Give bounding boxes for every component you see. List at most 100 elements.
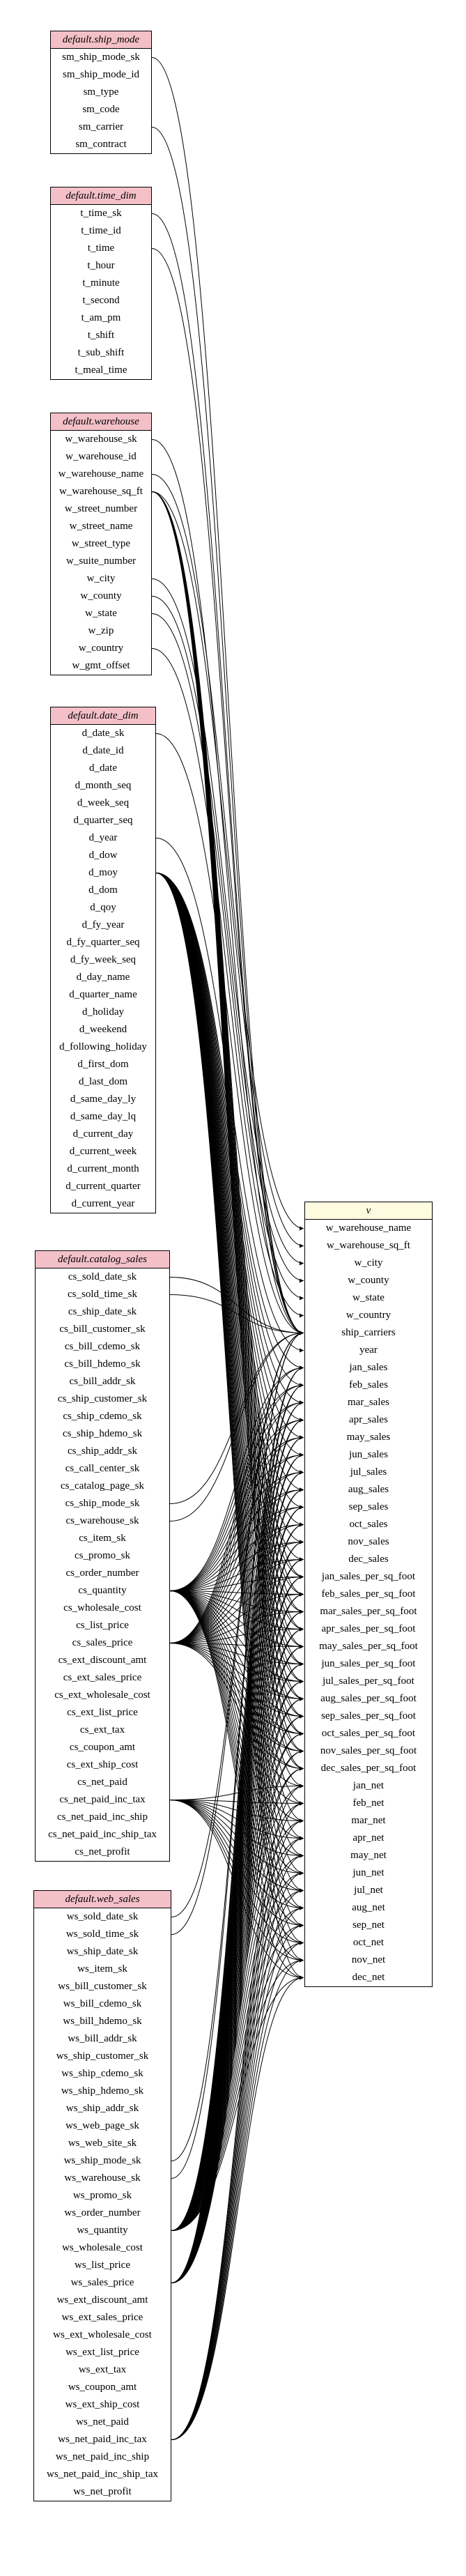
- field-jun-sales: jun_sales: [349, 1449, 388, 1460]
- lineage-edge: [171, 1662, 304, 2231]
- lineage-edge: [169, 1331, 304, 1504]
- table-title: default.date_dim: [51, 707, 155, 725]
- field-nov-net: nov_net: [351, 1954, 386, 1965]
- field-w-city: w_city: [86, 573, 116, 584]
- field-cs-net-paid-inc-ship: cs_net_paid_inc_ship: [57, 1811, 148, 1823]
- field-d-current-week: d_current_week: [69, 1146, 137, 1157]
- field-sep-sales-per-sq-foot: sep_sales_per_sq_foot: [321, 1710, 416, 1722]
- table-catalog-sales: default.catalog_sales cs_sold_date_sk cs_…: [35, 1250, 170, 1862]
- lineage-edge: [169, 1784, 304, 1800]
- field-aug-sales-per-sq-foot: aug_sales_per_sq_foot: [320, 1693, 417, 1704]
- field-may-net: may_net: [350, 1850, 387, 1861]
- lineage-edge: [171, 1331, 304, 1935]
- field-t-time: t_time: [87, 243, 115, 254]
- field-cs-call-center-sk: cs_call_center_sk: [65, 1463, 140, 1474]
- field-ws-ext-sales-price: ws_ext_sales_price: [61, 2312, 143, 2323]
- field-cs-ext-ship-cost: cs_ext_ship_cost: [66, 1759, 139, 1770]
- field-d-last-dom: d_last_dom: [79, 1076, 127, 1087]
- field-w-street-name: w_street_name: [69, 521, 133, 532]
- field-ws-ext-ship-cost: ws_ext_ship_cost: [65, 2399, 140, 2410]
- field-list: cs_sold_date_sk cs_sold_time_sk cs_ship_da…: [36, 1268, 169, 1861]
- field-w-county: w_county: [80, 590, 122, 601]
- lineage-edge: [169, 1590, 304, 1876]
- field-dec-sales: dec_sales: [348, 1554, 389, 1565]
- field-w-gmt-offset: w_gmt_offset: [72, 660, 130, 671]
- field-feb-sales: feb_sales: [349, 1379, 388, 1390]
- field-ws-ship-customer-sk: ws_ship_customer_sk: [56, 2050, 149, 2062]
- field-cs-ship-hdemo-sk: cs_ship_hdemo_sk: [62, 1428, 143, 1439]
- field-cs-catalog-page-sk: cs_catalog_page_sk: [61, 1480, 144, 1492]
- field-cs-net-paid-inc-tax: cs_net_paid_inc_tax: [59, 1794, 146, 1805]
- lineage-edge: [151, 57, 304, 1335]
- lineage-edge: [151, 248, 304, 1335]
- lineage-edge: [169, 1331, 304, 1521]
- field-mar-sales-per-sq-foot: mar_sales_per_sq_foot: [320, 1606, 417, 1617]
- field-d-weekend: d_weekend: [79, 1024, 127, 1035]
- field-ws-bill-customer-sk: ws_bill_customer_sk: [58, 1981, 147, 1992]
- field-w-zip: w_zip: [88, 625, 114, 636]
- lineage-edge: [171, 1871, 304, 2440]
- table-date-dim: default.date_dim d_date_sk d_date_id d_dat…: [50, 707, 156, 1213]
- field-cs-bill-addr-sk: cs_bill_addr_sk: [69, 1376, 136, 1387]
- lineage-edge: [169, 1590, 304, 1858]
- field-may-sales: may_sales: [346, 1432, 391, 1443]
- lineage-edge: [169, 1540, 304, 1591]
- field-cs-ext-discount-amt: cs_ext_discount_amt: [58, 1655, 147, 1666]
- field-d-week-seq: d_week_seq: [77, 797, 130, 808]
- field-cs-ext-sales-price: cs_ext_sales_price: [63, 1672, 142, 1683]
- lineage-edge: [169, 1383, 304, 1591]
- field-ws-ship-hdemo-sk: ws_ship_hdemo_sk: [61, 2085, 144, 2096]
- lineage-edge: [171, 1958, 304, 2231]
- lineage-edge: [171, 1836, 304, 2440]
- lineage-edge: [155, 838, 304, 1353]
- lineage-edge: [171, 1888, 304, 2440]
- table-ship-mode: default.ship_mode sm_ship_mode_sk sm_ship…: [50, 31, 152, 154]
- field-w-street-type: w_street_type: [71, 538, 131, 549]
- lineage-edge: [171, 1975, 304, 2231]
- lineage-edge: [171, 1731, 304, 2283]
- table-title: v: [305, 1202, 432, 1220]
- field-feb-net: feb_net: [352, 1797, 385, 1809]
- field-ws-ext-list-price: ws_ext_list_price: [65, 2347, 139, 2358]
- table-warehouse: default.warehouse w_warehouse_sk w_wareho…: [50, 413, 152, 675]
- field-ws-coupon-amt: ws_coupon_amt: [68, 2382, 137, 2393]
- field-cs-sold-date-sk: cs_sold_date_sk: [68, 1271, 137, 1282]
- field-d-fy-year: d_fy_year: [81, 919, 125, 930]
- field-nov-sales: nov_sales: [348, 1536, 389, 1547]
- field-cs-coupon-amt: cs_coupon_amt: [69, 1742, 136, 1753]
- field-mar-net: mar_net: [351, 1815, 386, 1826]
- field-cs-sales-price: cs_sales_price: [72, 1637, 133, 1648]
- lineage-edge: [171, 1714, 304, 2231]
- field-d-quarter-name: d_quarter_name: [69, 989, 137, 1000]
- lineage-edge: [169, 1643, 304, 1736]
- field-d-same-day-lq: d_same_day_lq: [70, 1111, 137, 1122]
- field-year: year: [359, 1344, 378, 1356]
- field-w-warehouse-sq-ft: w_warehouse_sq_ft: [59, 486, 143, 497]
- table-title: default.time_dim: [51, 187, 151, 205]
- lineage-edge: [155, 873, 304, 1579]
- field-ws-sales-price: ws_sales_price: [70, 2277, 134, 2288]
- field-d-fy-quarter-seq: d_fy_quarter_seq: [66, 937, 140, 948]
- lineage-edge: [171, 1958, 304, 2440]
- field-sm-ship-mode-sk: sm_ship_mode_sk: [62, 52, 140, 63]
- field-d-date: d_date: [89, 762, 117, 774]
- field-d-date-id: d_date_id: [82, 745, 124, 756]
- lineage-edge: [169, 1590, 304, 1719]
- field-d-current-month: d_current_month: [67, 1163, 139, 1174]
- field-apr-sales-per-sq-foot: apr_sales_per_sq_foot: [321, 1623, 416, 1634]
- lineage-edge: [155, 873, 304, 1980]
- field-d-qoy: d_qoy: [90, 902, 116, 913]
- field-cs-wholesale-cost: cs_wholesale_cost: [63, 1602, 141, 1613]
- field-ws-wholesale-cost: ws_wholesale_cost: [62, 2242, 143, 2253]
- field-ws-promo-sk: ws_promo_sk: [72, 2190, 132, 2201]
- field-d-moy: d_moy: [88, 867, 118, 878]
- field-w-country: w_country: [345, 1310, 391, 1321]
- lineage-edge: [169, 1800, 304, 1806]
- field-d-year: d_year: [88, 832, 118, 843]
- field-cs-ext-list-price: cs_ext_list_price: [67, 1707, 138, 1718]
- field-ws-net-paid-inc-ship: ws_net_paid_inc_ship: [55, 2451, 150, 2462]
- lineage-edge: [151, 491, 304, 1248]
- field-aug-net: aug_net: [352, 1902, 385, 1913]
- field-cs-ship-addr-sk: cs_ship_addr_sk: [68, 1446, 137, 1457]
